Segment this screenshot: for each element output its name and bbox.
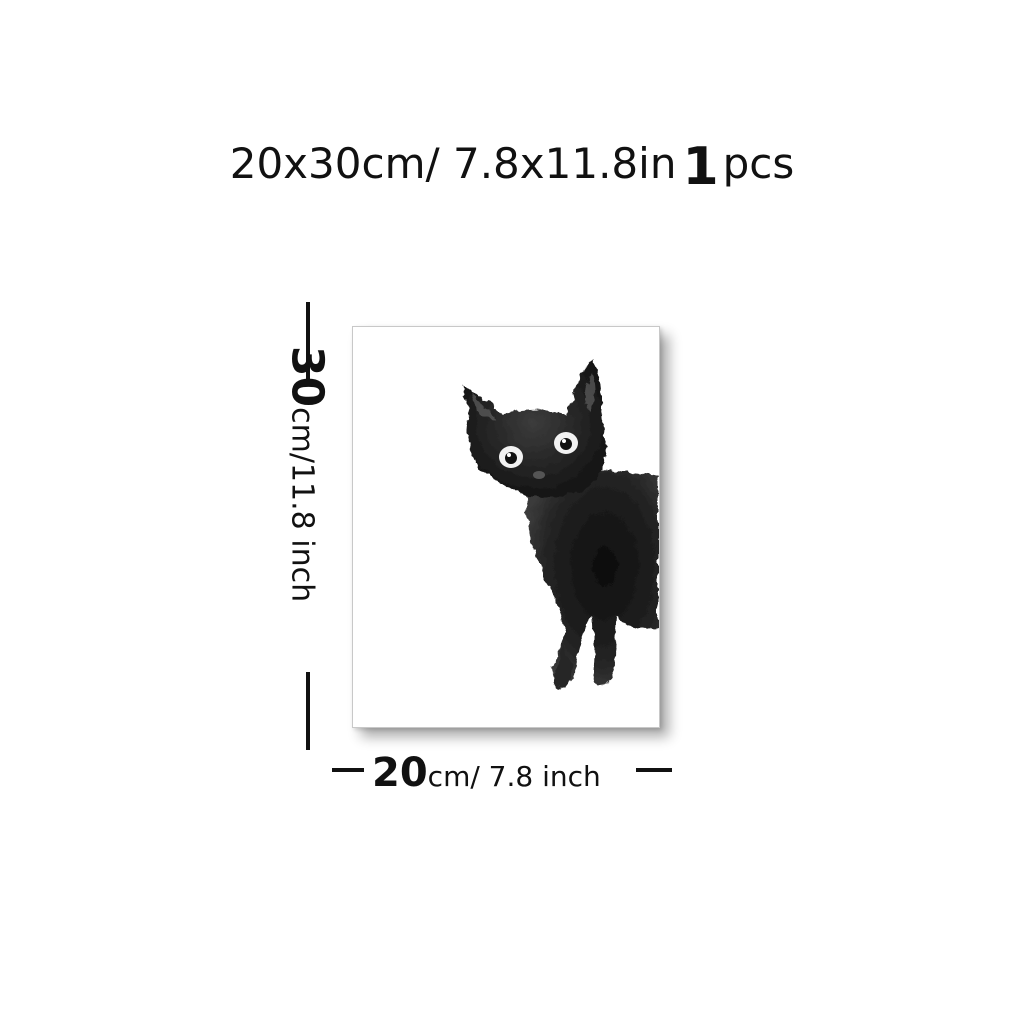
height-unit-text: cm/11.8 inch [284,407,320,603]
kitten-illustration [461,361,659,688]
product-size-title: 20x30cm/ 7.8x11.8in 1pcs [0,138,1024,193]
quantity-unit: pcs [722,139,795,188]
height-dimension-line-bottom [306,672,310,750]
size-text: 20x30cm/ 7.8x11.8in [229,139,677,188]
width-label: 20cm/ 7.8 inch [372,750,601,796]
height-number: 30 [281,345,333,408]
poster-print [352,326,660,728]
height-dimension-line-top [306,302,310,380]
width-unit-text: cm/ 7.8 inch [427,760,601,793]
width-dimension-line-right [636,768,672,772]
quantity-number: 1 [682,137,719,197]
width-number: 20 [372,750,428,796]
height-label: 30cm/11.8 inch [282,346,333,602]
width-dimension-line-left [332,768,364,772]
kitten-eyes [499,432,578,479]
kitten-body [461,361,659,688]
